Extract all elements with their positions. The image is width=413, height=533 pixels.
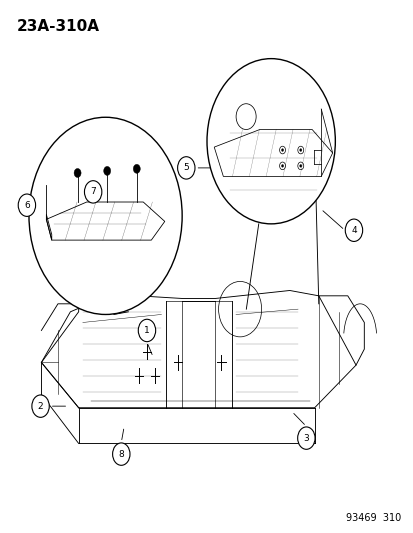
Text: 3: 3 — [303, 434, 309, 442]
Circle shape — [112, 443, 130, 465]
Circle shape — [206, 59, 335, 224]
Text: 2: 2 — [38, 402, 43, 410]
Text: 4: 4 — [350, 226, 356, 235]
Circle shape — [299, 165, 301, 167]
Text: 93469  310: 93469 310 — [346, 513, 401, 523]
Circle shape — [32, 395, 49, 417]
Circle shape — [177, 157, 195, 179]
Circle shape — [138, 319, 155, 342]
Circle shape — [133, 164, 140, 173]
Circle shape — [18, 194, 36, 216]
Text: 5: 5 — [183, 164, 189, 172]
Circle shape — [29, 117, 182, 314]
Circle shape — [74, 168, 81, 177]
Text: 6: 6 — [24, 201, 30, 209]
Text: 1: 1 — [144, 326, 150, 335]
Circle shape — [103, 166, 110, 175]
Circle shape — [344, 219, 362, 241]
Circle shape — [297, 427, 314, 449]
Circle shape — [299, 149, 301, 151]
Text: 23A-310A: 23A-310A — [17, 19, 99, 34]
Circle shape — [281, 165, 283, 167]
Circle shape — [84, 181, 102, 203]
Text: 8: 8 — [118, 450, 124, 458]
Text: 7: 7 — [90, 188, 96, 196]
Circle shape — [281, 149, 283, 151]
